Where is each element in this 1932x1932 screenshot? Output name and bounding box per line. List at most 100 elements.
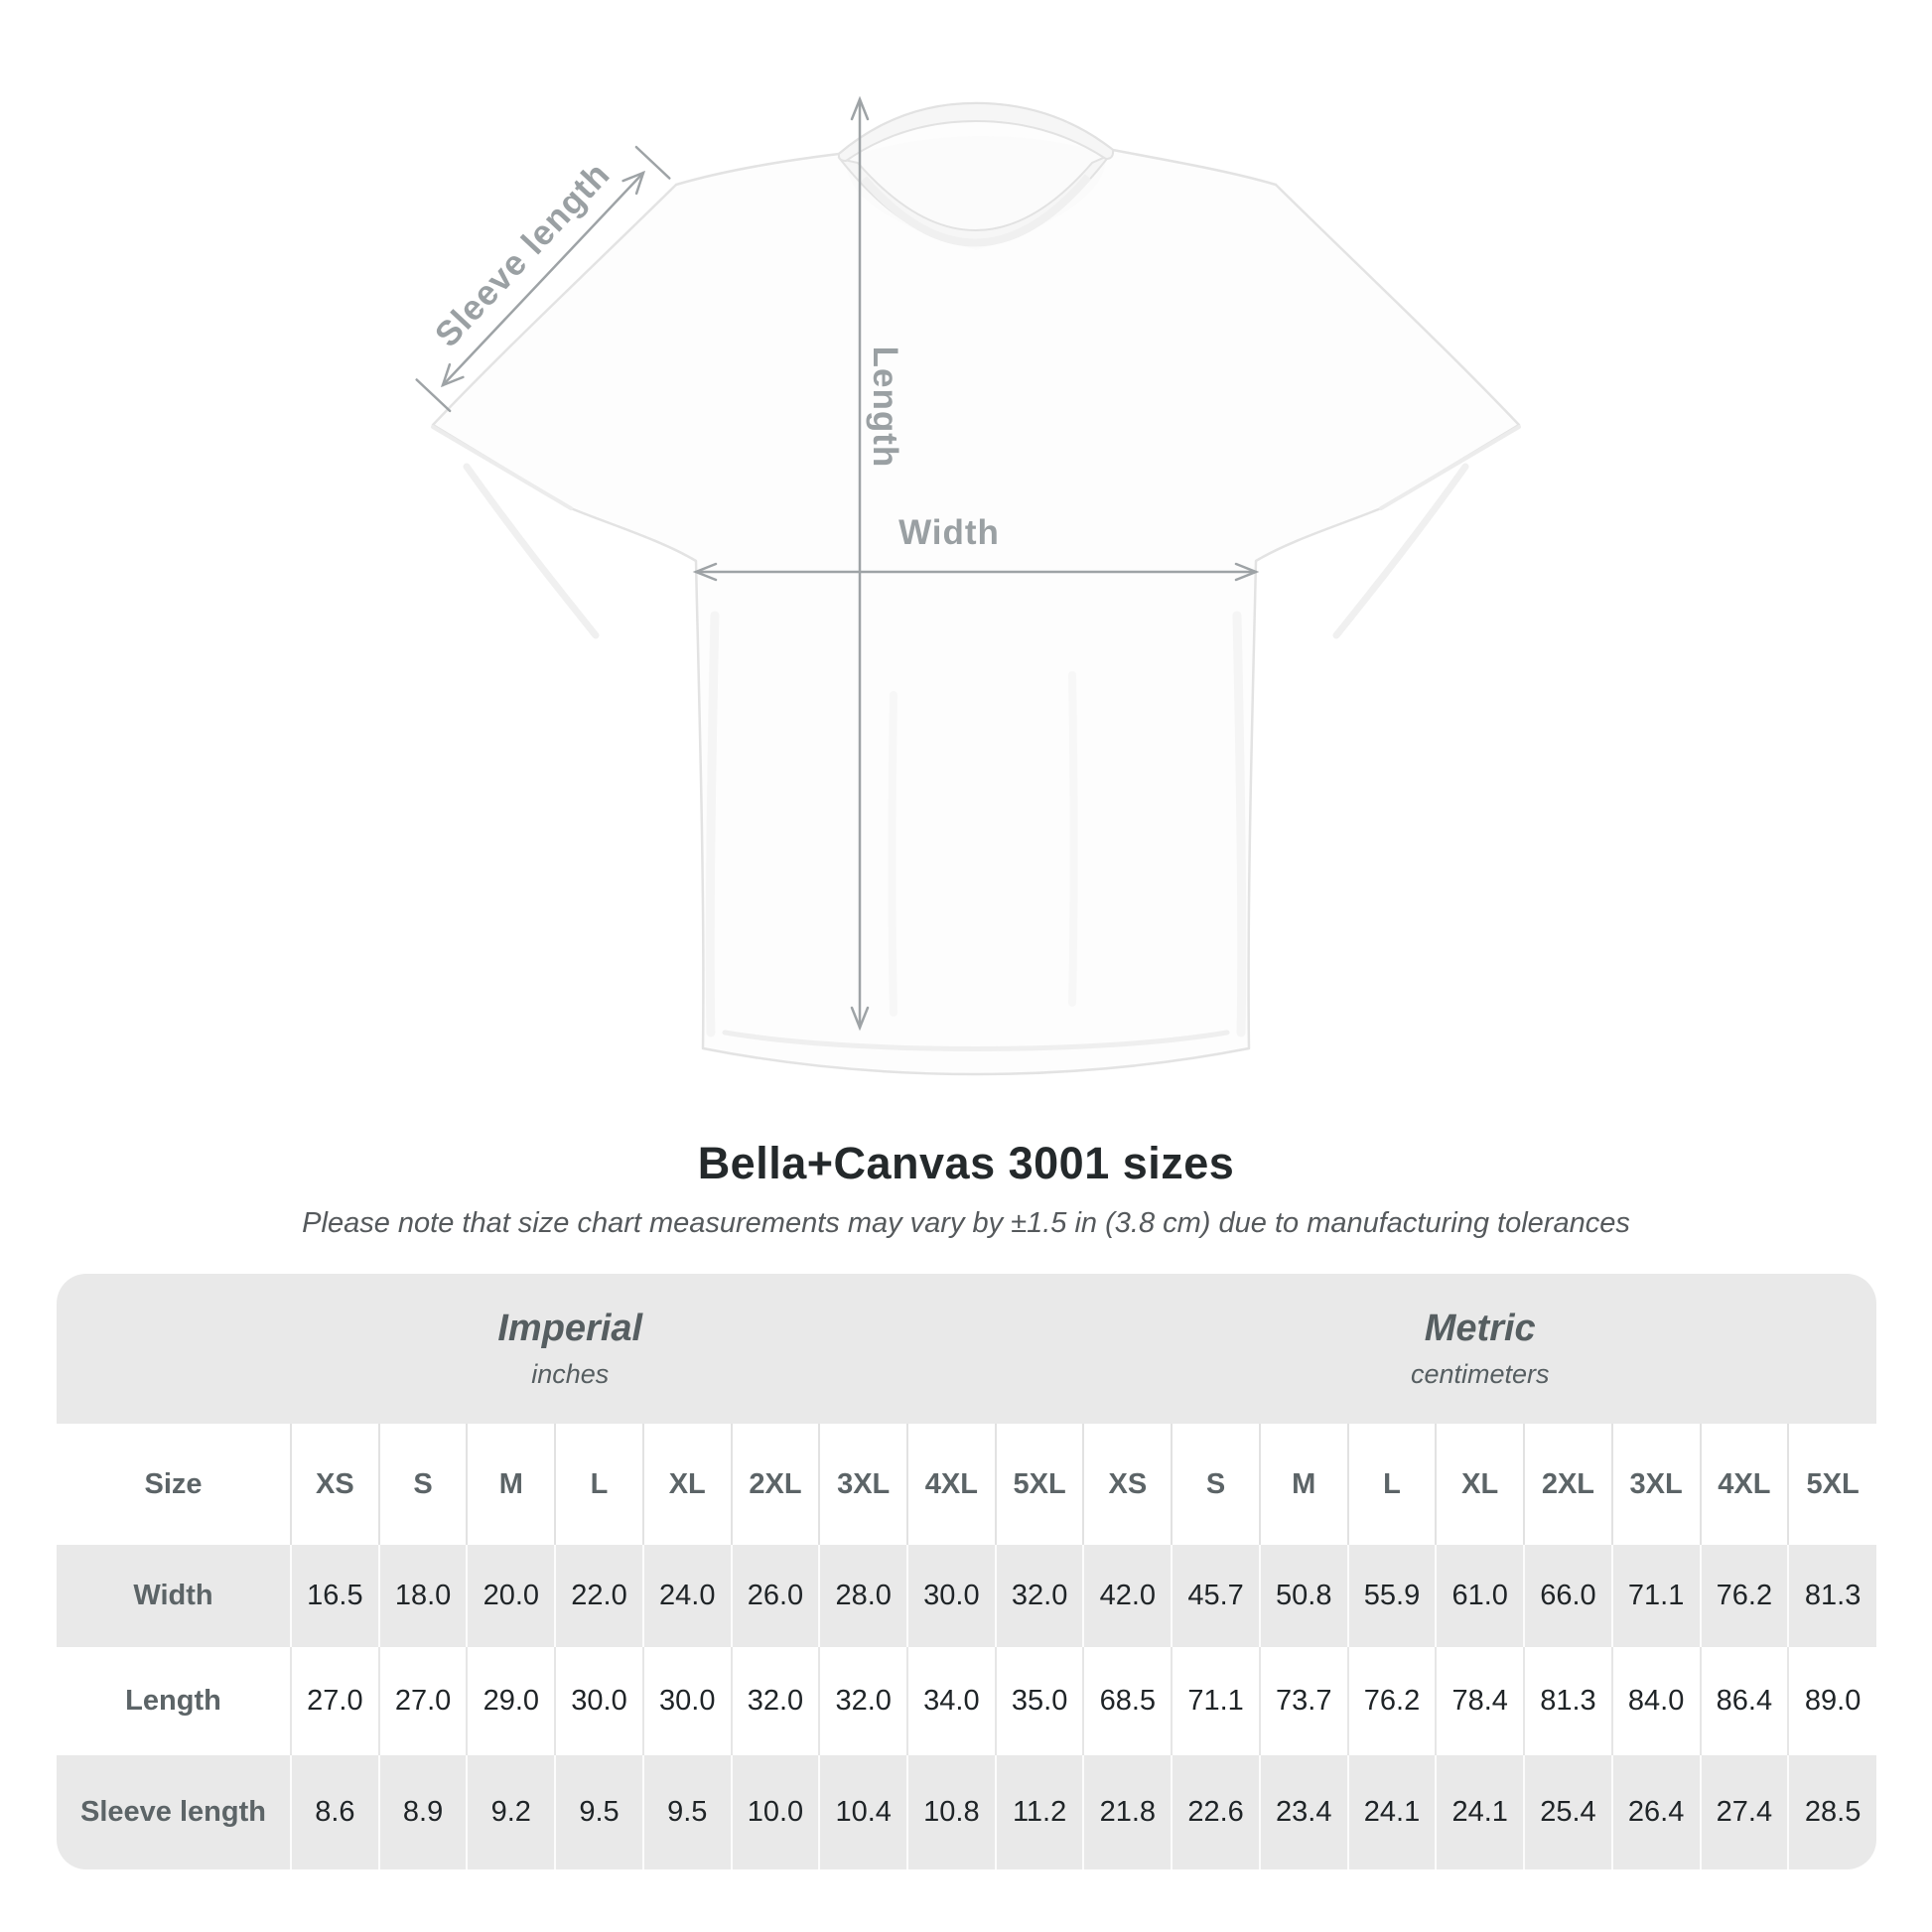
size-column-header-imperial-m: M bbox=[466, 1424, 556, 1545]
unit-group-header-metric: Metric centimeters bbox=[1083, 1274, 1876, 1424]
measurement-value: 24.1 bbox=[1346, 1755, 1437, 1869]
size-column-header-metric-4xl: 4XL bbox=[1699, 1424, 1789, 1545]
unit-group-sublabel: centimeters bbox=[1410, 1358, 1550, 1389]
measurement-value: 29.0 bbox=[466, 1647, 556, 1755]
measurement-row-label: Length bbox=[125, 1685, 221, 1717]
measurement-value: 27.0 bbox=[290, 1647, 379, 1755]
tolerance-note: Please note that size chart measurements… bbox=[302, 1207, 1630, 1239]
size-column-header-imperial-xl: XL bbox=[641, 1424, 732, 1545]
measurement-value: 30.0 bbox=[906, 1545, 996, 1647]
measurement-value: 68.5 bbox=[1082, 1647, 1173, 1755]
measurement-value: 76.2 bbox=[1699, 1545, 1789, 1647]
measurement-value: 10.4 bbox=[818, 1755, 908, 1869]
measurement-value: 27.4 bbox=[1699, 1755, 1789, 1869]
measurement-value: 28.0 bbox=[818, 1545, 908, 1647]
size-column-header-metric-l: L bbox=[1346, 1424, 1437, 1545]
tshirt-collar bbox=[837, 101, 1115, 250]
measurement-value: 71.1 bbox=[1610, 1545, 1701, 1647]
size-column-header-metric-2xl: 2XL bbox=[1523, 1424, 1612, 1545]
length-measure-line bbox=[850, 95, 870, 1032]
size-column-header-imperial-3xl: 3XL bbox=[818, 1424, 908, 1545]
measurement-value: 16.5 bbox=[290, 1545, 379, 1647]
size-column-header-metric-xs: XS bbox=[1082, 1424, 1173, 1545]
measurement-value: 73.7 bbox=[1258, 1647, 1348, 1755]
size-table: Imperial inches Metric centimeters Size XS S M L… bbox=[57, 1274, 1876, 1869]
measurement-value: 81.3 bbox=[1787, 1545, 1876, 1647]
measurement-value: 26.0 bbox=[730, 1545, 820, 1647]
measurement-value: 66.0 bbox=[1523, 1545, 1612, 1647]
measurement-value: 61.0 bbox=[1435, 1545, 1525, 1647]
size-column-header-imperial-l: L bbox=[554, 1424, 643, 1545]
size-column-header-imperial-4xl: 4XL bbox=[906, 1424, 996, 1545]
size-column-header-imperial-2xl: 2XL bbox=[730, 1424, 820, 1545]
measurement-value: 20.0 bbox=[466, 1545, 556, 1647]
measurement-value: 24.1 bbox=[1435, 1755, 1525, 1869]
measurement-value: 30.0 bbox=[554, 1647, 643, 1755]
size-corner-header: Size bbox=[144, 1467, 203, 1500]
collar-shadow bbox=[860, 174, 1092, 247]
measurement-value: 10.8 bbox=[906, 1755, 996, 1869]
measurement-row-label: Sleeve length bbox=[80, 1796, 266, 1828]
measurement-value: 89.0 bbox=[1787, 1647, 1876, 1755]
measurement-value: 30.0 bbox=[641, 1647, 732, 1755]
measurement-value: 10.0 bbox=[730, 1755, 820, 1869]
collar-ribbing-top bbox=[837, 101, 1115, 163]
measurement-row-width: Width 16.5 18.0 20.0 22.0 24.0 26.0 28.0 30.0 32.… bbox=[57, 1545, 1876, 1647]
measurement-value: 25.4 bbox=[1523, 1755, 1612, 1869]
measurement-value: 81.3 bbox=[1523, 1647, 1612, 1755]
sleeve-measure-line bbox=[415, 145, 671, 413]
size-column-header-metric-s: S bbox=[1171, 1424, 1260, 1545]
measurement-value: 71.1 bbox=[1171, 1647, 1260, 1755]
measurement-value: 86.4 bbox=[1699, 1647, 1789, 1755]
size-table-container: Imperial inches Metric centimeters Size XS S M L… bbox=[57, 1274, 1876, 1869]
measurement-value: 8.6 bbox=[290, 1755, 379, 1869]
page-title: Bella+Canvas 3001 sizes bbox=[697, 1138, 1235, 1188]
unit-group-header-imperial: Imperial inches bbox=[57, 1274, 1084, 1424]
measurement-value: 28.5 bbox=[1787, 1755, 1876, 1869]
measurement-row-label: Width bbox=[133, 1580, 213, 1611]
measurement-value: 18.0 bbox=[377, 1545, 468, 1647]
measurement-value: 9.5 bbox=[641, 1755, 732, 1869]
measurement-value: 9.2 bbox=[466, 1755, 556, 1869]
size-column-header-metric-m: M bbox=[1258, 1424, 1348, 1545]
size-column-header-imperial-5xl: 5XL bbox=[994, 1424, 1084, 1545]
size-column-header-imperial-xs: XS bbox=[290, 1424, 379, 1545]
tshirt-shading bbox=[431, 425, 1521, 1051]
size-header-row: Size XS S M L XL 2XL 3XL 4XL 5XL XS S M L XL 2XL 3XL 4XL 5… bbox=[57, 1424, 1876, 1545]
measurement-value: 21.8 bbox=[1082, 1755, 1173, 1869]
size-column-header-metric-xl: XL bbox=[1435, 1424, 1525, 1545]
unit-group-label: Metric bbox=[1424, 1308, 1536, 1350]
measurement-value: 27.0 bbox=[377, 1647, 468, 1755]
measurement-value: 78.4 bbox=[1435, 1647, 1525, 1755]
unit-group-header-row: Imperial inches Metric centimeters bbox=[57, 1274, 1876, 1424]
size-column-header-metric-3xl: 3XL bbox=[1610, 1424, 1701, 1545]
measurement-value: 32.0 bbox=[818, 1647, 908, 1755]
measurement-value: 50.8 bbox=[1258, 1545, 1348, 1647]
measurement-value: 34.0 bbox=[906, 1647, 996, 1755]
measurement-value: 8.9 bbox=[377, 1755, 468, 1869]
measurement-value: 26.4 bbox=[1610, 1755, 1701, 1869]
measurement-value: 32.0 bbox=[730, 1647, 820, 1755]
measurement-value: 9.5 bbox=[554, 1755, 643, 1869]
measurement-value: 55.9 bbox=[1346, 1545, 1437, 1647]
measurement-value: 24.0 bbox=[641, 1545, 732, 1647]
width-measure-line bbox=[692, 562, 1260, 582]
measurement-value: 76.2 bbox=[1346, 1647, 1437, 1755]
size-column-header-metric-5xl: 5XL bbox=[1787, 1424, 1876, 1545]
tshirt-illustration bbox=[431, 101, 1521, 1076]
measurement-value: 11.2 bbox=[994, 1755, 1084, 1869]
length-label: Length bbox=[866, 346, 904, 469]
measurement-value: 32.0 bbox=[994, 1545, 1084, 1647]
tshirt-measurement-diagram: Length Width Sleeve length bbox=[415, 95, 1521, 1076]
measurement-value: 23.4 bbox=[1258, 1755, 1348, 1869]
measurement-value: 22.6 bbox=[1171, 1755, 1260, 1869]
measurement-value: 45.7 bbox=[1171, 1545, 1260, 1647]
unit-group-label: Imperial bbox=[497, 1308, 643, 1350]
unit-group-sublabel: inches bbox=[531, 1358, 610, 1389]
measurement-row-sleeve-length: Sleeve length 8.6 8.9 9.2 9.5 9.5 10.0 10.4 10.8… bbox=[57, 1755, 1876, 1869]
measurement-value: 42.0 bbox=[1082, 1545, 1173, 1647]
measurement-value: 35.0 bbox=[994, 1647, 1084, 1755]
measurement-value: 84.0 bbox=[1610, 1647, 1701, 1755]
width-label: Width bbox=[898, 513, 1000, 552]
